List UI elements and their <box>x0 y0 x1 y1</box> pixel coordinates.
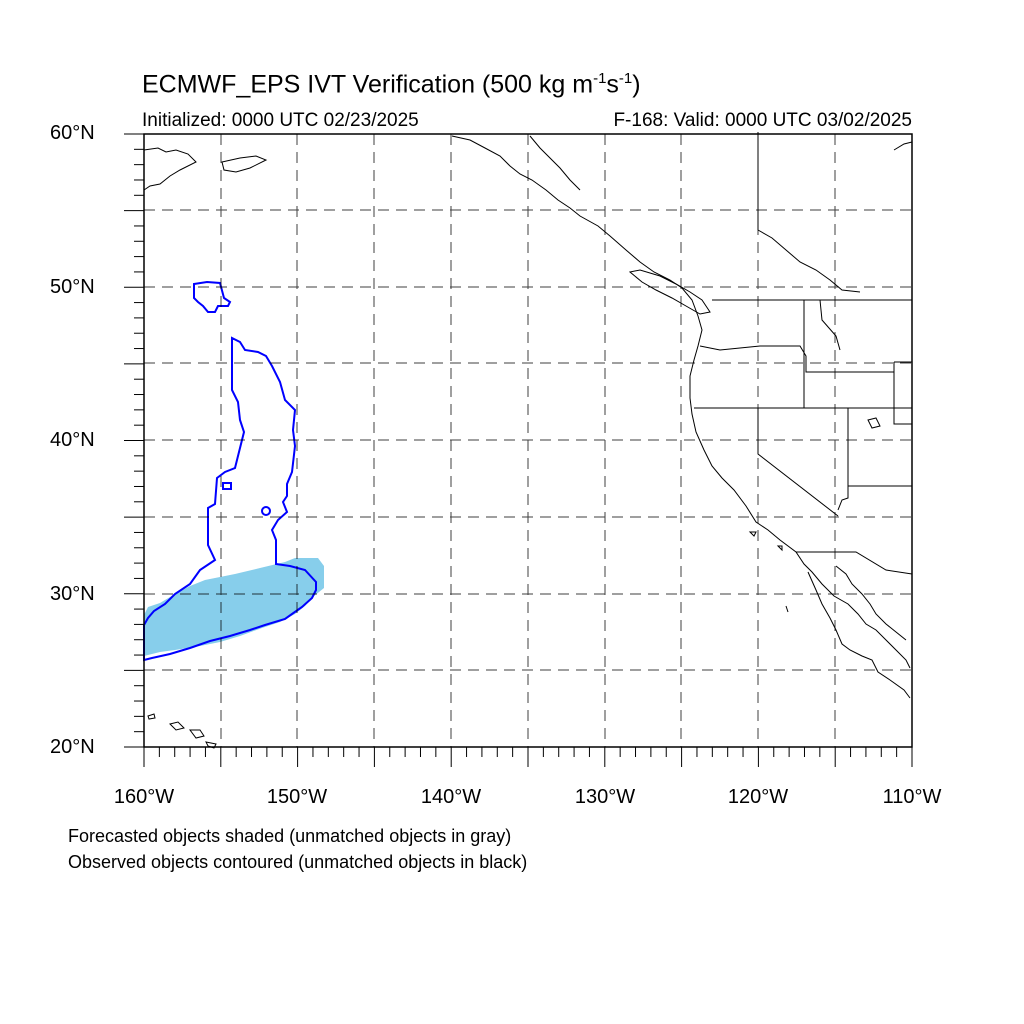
lon-label-150w: 150°W <box>266 786 328 808</box>
lon-label-120w: 120°W <box>727 786 789 808</box>
political-boundaries <box>529 132 913 575</box>
axis-ticks <box>124 133 913 767</box>
forecast-object-shaded <box>144 558 324 656</box>
lon-label-110w: 110°W <box>882 786 942 808</box>
lat-label-40n: 40°N <box>50 429 95 451</box>
lat-label-20n: 20°N <box>50 736 95 758</box>
observed-object-contour-small <box>261 506 271 516</box>
observed-object-contour <box>143 336 317 662</box>
lat-label-50n: 50°N <box>50 276 95 298</box>
observed-note: Observed objects contoured (unmatched ob… <box>68 852 528 872</box>
coastlines <box>143 135 913 749</box>
forecast-note: Forecasted objects shaded (unmatched obj… <box>68 826 512 846</box>
lon-label-130w: 130°W <box>574 786 636 808</box>
initialized-label: Initialized: 0000 UTC 02/23/2025 <box>142 110 419 131</box>
lat-label-60n: 60°N <box>50 122 95 144</box>
map-title: ECMWF_EPS IVT Verification (500 kg m-1s-… <box>142 70 641 99</box>
graticule <box>144 134 912 747</box>
observed-object-contour-north <box>193 280 232 313</box>
lon-label-160w: 160°W <box>113 786 175 808</box>
valid-time-label: F-168: Valid: 0000 UTC 03/02/2025 <box>613 110 912 131</box>
observed-object-contour-small <box>222 482 232 490</box>
lon-label-140w: 140°W <box>420 786 482 808</box>
lat-label-30n: 30°N <box>50 583 95 605</box>
